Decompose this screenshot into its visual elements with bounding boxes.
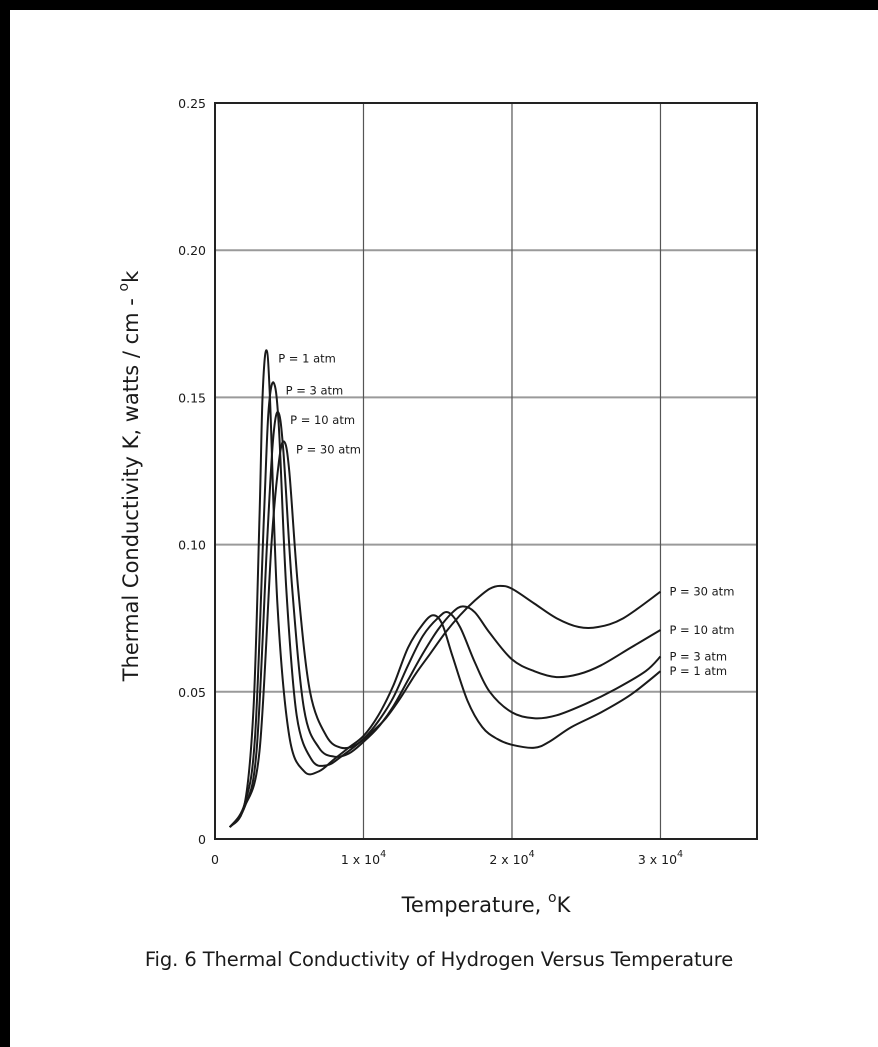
frame-top-border (0, 0, 878, 10)
series-label-end: P = 1 atm (669, 664, 727, 678)
y-tick-label: 0.20 (178, 243, 206, 258)
series-line (229, 411, 661, 828)
y-tick-label: 0.05 (178, 685, 206, 700)
grid (215, 103, 757, 839)
series-label-peak: P = 1 atm (278, 351, 336, 365)
x-tick-label: 1 x 104 (341, 849, 386, 867)
x-tick-label: 2 x 104 (489, 849, 534, 867)
y-tick-label: 0.15 (178, 390, 206, 405)
series-line (229, 381, 662, 828)
frame-left-border (0, 0, 10, 1047)
series-label-peak: P = 30 atm (296, 443, 361, 457)
series-label-end: P = 30 atm (669, 585, 734, 599)
y-axis-title: Thermal Conductivity K, watts / cm - ok (116, 270, 143, 682)
figure-caption: Fig. 6 Thermal Conductivity of Hydrogen … (144, 948, 734, 971)
series-label-end: P = 10 atm (669, 623, 734, 637)
x-axis-title: Temperature, oK (401, 890, 572, 917)
y-tick-label: 0.25 (178, 96, 206, 111)
series-line (229, 349, 662, 828)
x-tick-label: 0 (211, 852, 219, 867)
series-label-peak: P = 3 atm (286, 384, 344, 398)
y-tick-label: 0 (198, 832, 206, 847)
series-line (229, 440, 662, 828)
series-label-end: P = 3 atm (669, 649, 727, 663)
x-tick-label: 3 x 104 (638, 849, 683, 867)
y-tick-label: 0.10 (178, 538, 206, 553)
series-lines (229, 349, 662, 828)
tick-labels: 0 0.05 0.10 0.15 0.20 0.25 0 1 x 104 2 x 104 3 x … (178, 96, 683, 867)
series-label-peak: P = 10 atm (290, 413, 355, 427)
plot-frame (214, 102, 758, 840)
